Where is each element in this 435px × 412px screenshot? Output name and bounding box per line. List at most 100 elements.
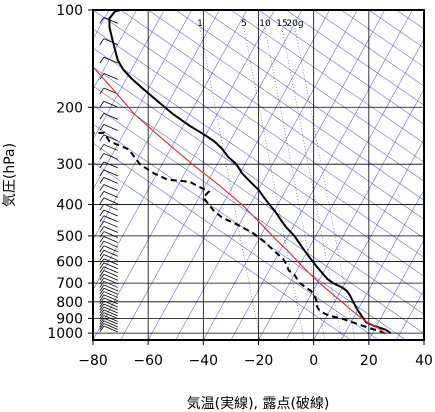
wind-barb (99, 17, 118, 24)
y-tick-label: 400 (56, 198, 83, 214)
wind-barb (99, 113, 118, 120)
mixing-ratio-lines (199, 27, 356, 340)
wind-barb (99, 38, 118, 46)
adiabat-line (423, 10, 424, 11)
isotherm-line (147, 10, 330, 340)
isotherm-line (93, 10, 165, 141)
adiabat-line (368, 10, 424, 49)
wind-barb (99, 312, 118, 320)
wind-barb (99, 300, 118, 308)
x-tick-label: −80 (78, 353, 108, 369)
y-tick-label: 600 (56, 254, 83, 270)
wind-barb (99, 254, 118, 261)
y-tick-label: 500 (56, 229, 83, 245)
wind-barb (99, 190, 118, 198)
adiabat-line (93, 104, 424, 334)
wind-barb (99, 220, 118, 228)
wind-barb (99, 197, 118, 205)
isotherm-line (120, 10, 303, 340)
x-tick-label: −40 (189, 353, 219, 369)
isotherm-line (258, 38, 424, 340)
wind-barb (99, 281, 118, 288)
parcel-profile (93, 66, 386, 334)
adiabat-line (175, 10, 424, 182)
wind-barb (99, 169, 118, 177)
isotherm-line (230, 10, 413, 340)
y-tick-label: 800 (56, 295, 83, 311)
adiabat-line (313, 10, 424, 87)
wind-barb (99, 124, 118, 131)
wind-barb (99, 161, 118, 169)
wind-barb (99, 100, 118, 108)
adiabat-line (341, 10, 424, 68)
mixing-ratio-label: 10 (259, 19, 271, 29)
adiabat-line (93, 161, 352, 340)
isotherm-line (203, 10, 386, 340)
wind-barb (99, 270, 118, 277)
x-tick-label: −60 (133, 353, 163, 369)
isotherm-line (423, 339, 424, 340)
wind-barb (99, 184, 118, 191)
wind-barb (99, 258, 118, 266)
wind-barb (99, 309, 118, 317)
isotherm-line (93, 10, 220, 241)
mixing-ratio-label: 5 (241, 19, 247, 29)
temperature-profile (108, 10, 392, 335)
wind-barb (99, 226, 118, 233)
wind-barb (99, 56, 118, 64)
wind-barb (99, 325, 118, 333)
mixing-ratio-line (281, 27, 343, 340)
wind-barb (99, 303, 118, 311)
series-layer (93, 10, 392, 335)
adiabat-line (93, 10, 424, 239)
wind-barb (99, 236, 118, 243)
wind-barb (99, 291, 118, 298)
isotherm-line (175, 10, 358, 340)
dewpoint-profile (93, 131, 386, 335)
x-tick-label: 40 (415, 353, 433, 369)
mixing-ratio-line (294, 27, 356, 340)
adiabat-line (147, 10, 424, 201)
adiabat-line (120, 10, 424, 220)
adiabat-line (93, 47, 424, 277)
wind-barb (99, 177, 118, 184)
wind-barb (99, 284, 118, 292)
wind-barb (99, 287, 118, 295)
mixing-ratio-line (243, 27, 305, 340)
adiabat-line (93, 142, 379, 340)
adiabat-line (93, 66, 424, 296)
y-tick-label: 700 (56, 276, 83, 292)
mixing-ratio-line (264, 27, 326, 340)
adiabat-line (93, 28, 424, 258)
wind-barbs (99, 17, 118, 333)
wind-barb (99, 249, 118, 257)
wind-barb (99, 306, 118, 314)
wind-barb (99, 73, 118, 80)
isotherm-line (285, 88, 424, 340)
wind-barb (99, 262, 118, 270)
x-axis-title: 気温(実線), 露点(破線) (187, 396, 330, 412)
wind-barb (99, 323, 118, 330)
wind-barb (99, 294, 118, 302)
wind-barb (99, 209, 118, 217)
adiabat-line (230, 10, 424, 144)
isotherm-line (368, 239, 424, 340)
wind-barb (99, 134, 118, 142)
mixing-ratio-label: 1 (197, 19, 203, 29)
y-axis-title: 気圧(hPa) (2, 143, 18, 207)
y-tick-label: 1000 (47, 326, 83, 342)
x-tick-label: 0 (309, 353, 318, 369)
wind-barb (99, 153, 118, 160)
wind-barb (99, 273, 118, 281)
x-tick-label: −20 (244, 353, 274, 369)
isotherm-line (93, 10, 275, 340)
y-tick-label: 200 (56, 100, 83, 116)
x-tick-label: 20 (360, 353, 378, 369)
adiabat-line (203, 10, 424, 163)
isotherm-line (93, 10, 193, 191)
adiabat-line (285, 10, 424, 106)
isotherm-line (313, 138, 424, 340)
wind-barb (99, 297, 118, 305)
